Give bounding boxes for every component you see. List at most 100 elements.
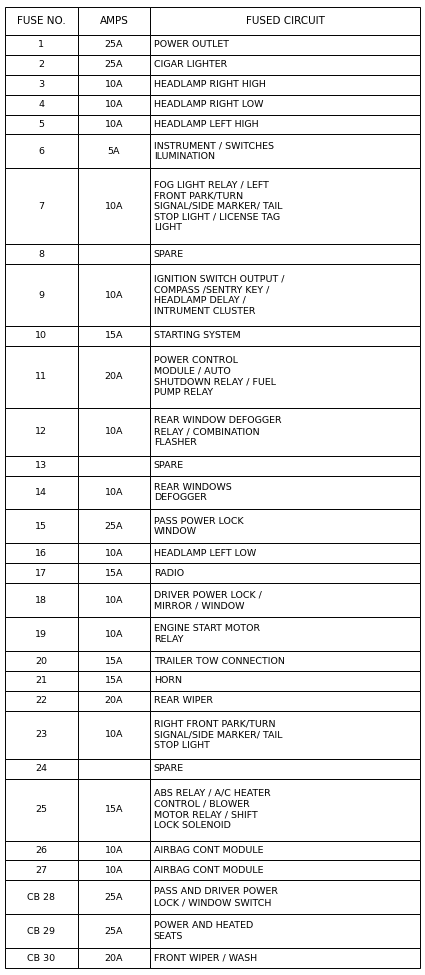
Bar <box>150 779 420 840</box>
Bar <box>150 759 420 779</box>
Bar <box>78 169 150 244</box>
Text: 8: 8 <box>38 250 44 258</box>
Text: HEADLAMP RIGHT LOW: HEADLAMP RIGHT LOW <box>154 100 263 109</box>
Text: CB 28: CB 28 <box>27 893 55 902</box>
Bar <box>78 244 150 264</box>
Text: ENGINE START MOTOR
RELAY: ENGINE START MOTOR RELAY <box>154 624 260 644</box>
Bar <box>150 651 420 671</box>
Bar <box>78 55 150 75</box>
Text: IGNITION SWITCH OUTPUT /
COMPASS /SENTRY KEY /
HEADLAMP DELAY /
INTRUMENT CLUSTE: IGNITION SWITCH OUTPUT / COMPASS /SENTRY… <box>154 274 284 316</box>
Bar <box>5 617 78 651</box>
Bar <box>5 7 78 35</box>
Text: 20A: 20A <box>105 954 123 962</box>
Text: FUSE NO.: FUSE NO. <box>17 16 66 25</box>
Bar <box>5 476 78 510</box>
Bar <box>78 759 150 779</box>
Text: 14: 14 <box>35 488 48 497</box>
Bar <box>78 779 150 840</box>
Bar <box>150 95 420 114</box>
Text: INSTRUMENT / SWITCHES
ILUMINATION: INSTRUMENT / SWITCHES ILUMINATION <box>154 141 274 161</box>
Text: 15A: 15A <box>105 805 123 814</box>
Bar <box>5 55 78 75</box>
Text: STARTING SYSTEM: STARTING SYSTEM <box>154 332 240 340</box>
Text: 10A: 10A <box>105 596 123 604</box>
Text: RIGHT FRONT PARK/TURN
SIGNAL/SIDE MARKER/ TAIL
STOP LIGHT: RIGHT FRONT PARK/TURN SIGNAL/SIDE MARKER… <box>154 720 282 750</box>
Bar <box>78 7 150 35</box>
Text: 15A: 15A <box>105 332 123 340</box>
Text: 10A: 10A <box>105 730 123 739</box>
Text: ABS RELAY / A/C HEATER
CONTROL / BLOWER
MOTOR RELAY / SHIFT
LOCK SOLENOID: ABS RELAY / A/C HEATER CONTROL / BLOWER … <box>154 789 270 831</box>
Text: REAR WIPER: REAR WIPER <box>154 696 212 705</box>
Text: 7: 7 <box>38 202 44 211</box>
Text: 10A: 10A <box>105 291 123 299</box>
Bar <box>150 408 420 455</box>
Text: 10A: 10A <box>105 427 123 436</box>
Bar <box>5 915 78 949</box>
Text: REAR WINDOW DEFOGGER
RELAY / COMBINATION
FLASHER: REAR WINDOW DEFOGGER RELAY / COMBINATION… <box>154 416 281 447</box>
Text: 22: 22 <box>35 696 48 705</box>
Text: SPARE: SPARE <box>154 764 184 773</box>
Bar <box>5 326 78 346</box>
Bar <box>150 114 420 135</box>
Bar <box>5 564 78 583</box>
Text: CB 30: CB 30 <box>27 954 55 962</box>
Bar <box>78 617 150 651</box>
Text: 26: 26 <box>35 846 48 855</box>
Text: 10A: 10A <box>105 630 123 639</box>
Bar <box>78 949 150 968</box>
Bar <box>150 135 420 169</box>
Bar <box>150 691 420 711</box>
Bar <box>5 114 78 135</box>
Bar <box>78 671 150 691</box>
Bar <box>78 861 150 880</box>
Text: 20A: 20A <box>105 372 123 381</box>
Bar <box>78 880 150 915</box>
Bar <box>78 583 150 617</box>
Bar <box>150 264 420 326</box>
Text: 10A: 10A <box>105 80 123 89</box>
Text: 15A: 15A <box>105 568 123 578</box>
Text: 10A: 10A <box>105 549 123 558</box>
Bar <box>5 651 78 671</box>
Text: PASS AND DRIVER POWER
LOCK / WINDOW SWITCH: PASS AND DRIVER POWER LOCK / WINDOW SWIT… <box>154 887 278 908</box>
Bar <box>78 510 150 543</box>
Bar <box>5 880 78 915</box>
Text: AMPS: AMPS <box>99 16 128 25</box>
Text: 18: 18 <box>35 596 48 604</box>
Bar <box>78 408 150 455</box>
Bar <box>78 651 150 671</box>
Text: 5: 5 <box>38 120 44 129</box>
Bar <box>150 455 420 476</box>
Bar <box>78 455 150 476</box>
Text: HORN: HORN <box>154 677 181 685</box>
Bar <box>150 510 420 543</box>
Text: 25A: 25A <box>105 522 123 531</box>
Bar <box>78 95 150 114</box>
Text: CIGAR LIGHTER: CIGAR LIGHTER <box>154 60 227 69</box>
Text: POWER OUTLET: POWER OUTLET <box>154 40 229 49</box>
Bar <box>78 691 150 711</box>
Text: 10A: 10A <box>105 846 123 855</box>
Text: AIRBAG CONT MODULE: AIRBAG CONT MODULE <box>154 866 263 875</box>
Text: 25A: 25A <box>105 927 123 936</box>
Text: SPARE: SPARE <box>154 250 184 258</box>
Bar <box>150 75 420 95</box>
Bar <box>78 114 150 135</box>
Text: 4: 4 <box>38 100 44 109</box>
Bar <box>150 880 420 915</box>
Bar <box>150 346 420 408</box>
Bar <box>5 35 78 55</box>
Text: 27: 27 <box>35 866 48 875</box>
Text: SPARE: SPARE <box>154 461 184 470</box>
Bar <box>78 840 150 861</box>
Bar <box>78 135 150 169</box>
Text: 15A: 15A <box>105 677 123 685</box>
Text: 10: 10 <box>35 332 48 340</box>
Text: 15: 15 <box>35 522 48 531</box>
Text: HEADLAMP RIGHT HIGH: HEADLAMP RIGHT HIGH <box>154 80 266 89</box>
Text: 25: 25 <box>35 805 48 814</box>
Bar <box>150 35 420 55</box>
Text: FUSED CIRCUIT: FUSED CIRCUIT <box>246 16 325 25</box>
Bar <box>5 711 78 759</box>
Text: 3: 3 <box>38 80 45 89</box>
